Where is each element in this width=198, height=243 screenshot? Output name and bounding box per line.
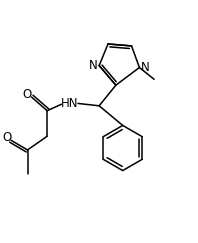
Text: O: O — [2, 131, 11, 144]
Text: N: N — [141, 61, 149, 74]
Text: HN: HN — [61, 97, 78, 110]
Text: N: N — [89, 59, 98, 72]
Text: O: O — [23, 87, 32, 101]
